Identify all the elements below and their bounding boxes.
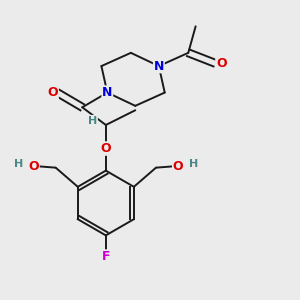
- Text: H: H: [14, 159, 23, 169]
- Text: F: F: [102, 250, 110, 263]
- Text: N: N: [102, 86, 112, 99]
- Text: O: O: [173, 160, 183, 173]
- Text: O: O: [216, 57, 226, 70]
- Text: O: O: [47, 86, 58, 99]
- Text: N: N: [154, 60, 164, 73]
- Text: O: O: [100, 142, 111, 155]
- Text: H: H: [189, 159, 198, 169]
- Text: O: O: [28, 160, 39, 173]
- Text: H: H: [88, 116, 97, 126]
